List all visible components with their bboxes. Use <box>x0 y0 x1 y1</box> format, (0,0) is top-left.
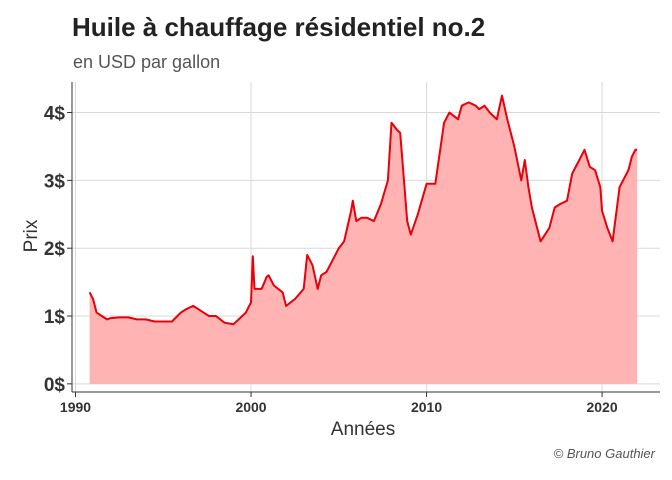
x-tick-label: 2010 <box>411 399 442 415</box>
y-tick-label: 2$ <box>44 239 66 260</box>
y-tick-label: 0$ <box>44 375 66 396</box>
caption: © Bruno Gauthier <box>553 446 655 461</box>
chart-subtitle: en USD par gallon <box>73 52 221 72</box>
chart-title: Huile à chauffage résidentiel no.2 <box>72 12 486 42</box>
area-fill <box>89 95 638 384</box>
axes: 0$ 1$ 2$ 3$ 4$ 1990 2000 2010 2020 <box>44 82 660 415</box>
y-tick-label: 4$ <box>44 104 66 125</box>
y-tick-label: 3$ <box>44 171 66 192</box>
price-line <box>88 94 638 326</box>
x-axis-title: Années <box>331 419 395 440</box>
x-tick-label: 1990 <box>60 399 91 415</box>
x-tick-label: 2020 <box>586 399 617 415</box>
y-tick-label: 1$ <box>44 307 66 328</box>
y-axis-title: Prix <box>21 219 42 252</box>
x-tick-label: 2000 <box>235 399 266 415</box>
